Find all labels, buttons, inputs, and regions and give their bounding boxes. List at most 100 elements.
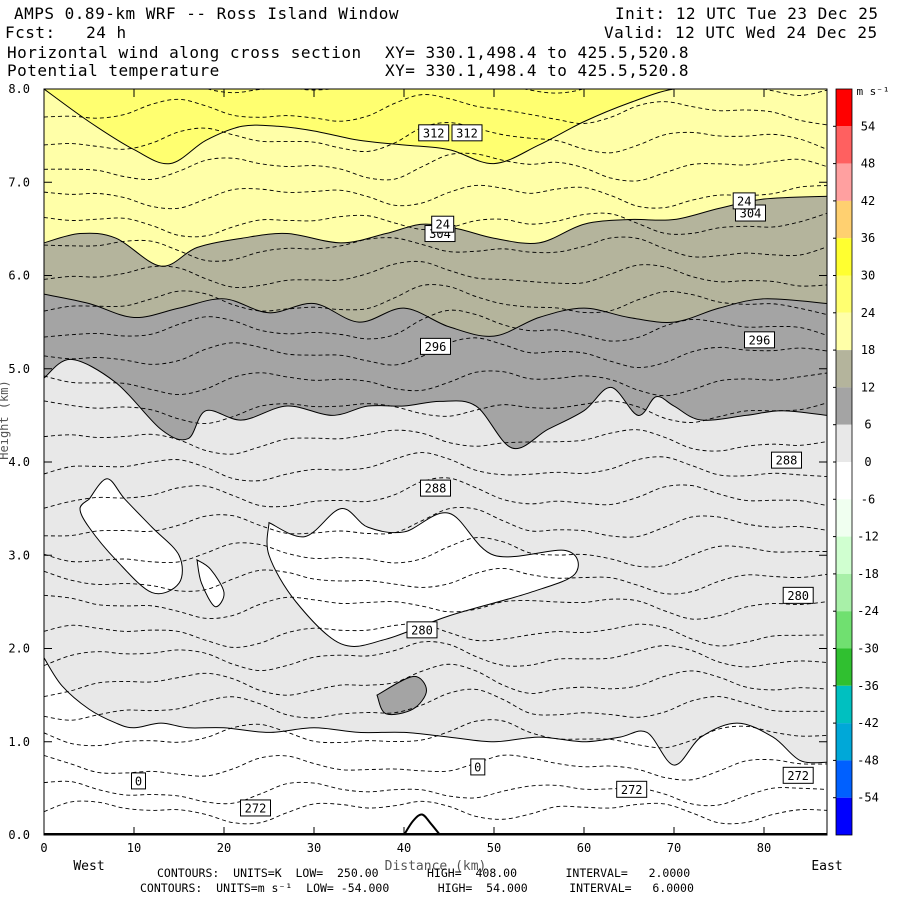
wind-band-24-30 (44, 89, 827, 267)
x-tick-label: 70 (667, 841, 681, 855)
colorbar-swatch (836, 611, 852, 649)
y-tick-label: 2.0 (8, 642, 30, 656)
x-tick-label: 50 (487, 841, 501, 855)
low-wind-pocket-west (79, 478, 183, 595)
theta-contour-label-box (744, 331, 775, 349)
footer-theta-contours: CONTOURS: UNITS=K LOW= 250.00 HIGH= 408.… (157, 866, 691, 880)
colorbar-swatch (836, 200, 852, 239)
init-time: Init: 12 UTC Tue 23 Dec 25 (615, 4, 879, 23)
y-tick-label: 3.0 (8, 548, 30, 562)
y-tick-label: 4.0 (8, 455, 30, 469)
theta-contour-label: 272 (245, 801, 267, 815)
theta-contour (44, 236, 827, 262)
x-tick-label: 60 (577, 841, 591, 855)
theta-contour (44, 641, 827, 671)
theta-contour-label-box (406, 621, 438, 639)
theta-contour-label: 296 (425, 340, 447, 354)
valid-time: Valid: 12 UTC Wed 24 Dec 25 (604, 23, 878, 42)
theta-contour (44, 400, 827, 425)
colorbar-swatch (836, 275, 852, 313)
wind-contour-label-box (431, 215, 455, 233)
theta-contour (44, 94, 827, 126)
theta-contour (44, 284, 827, 316)
forecast-hour: Fcst: 24 h (5, 23, 127, 42)
x-axis-west-label: West (73, 859, 104, 874)
theta-contour-label-box (771, 451, 802, 469)
axes: 0 10 20 30 40 50 60 70 800.01.02.03.04.05.06.07.… (0, 82, 843, 874)
wind-contour-label-box (131, 772, 146, 790)
low-wind-pocket-central (266, 508, 579, 647)
chart-title: AMPS 0.89-km WRF -- Ross Island Window (14, 4, 400, 23)
y-tick-label: 7.0 (8, 175, 30, 189)
field-name-wind: Horizontal wind along cross section (7, 43, 362, 62)
colorbar-level-label: 6 (864, 418, 871, 432)
theta-contour-label: 272 (787, 769, 809, 783)
x-tick-label: 80 (757, 841, 771, 855)
theta-contour (44, 688, 827, 721)
colorbar-level-label: -24 (857, 604, 879, 618)
theta-contour (44, 429, 827, 455)
theta-contour (44, 507, 827, 538)
x-tick-label: 30 (307, 841, 321, 855)
theta-contour (44, 477, 827, 509)
theta-contour (44, 719, 827, 749)
colorbar-level-label: 36 (861, 231, 875, 245)
theta-contour-label-box (420, 337, 451, 355)
field-name-theta: Potential temperature (7, 61, 220, 80)
theta-contour-label-box (240, 799, 271, 817)
colorbar-level-label: 30 (861, 269, 875, 283)
colorbar-swatch (836, 238, 852, 276)
theta-contour-label: 288 (776, 454, 798, 468)
colorbar-swatch (836, 350, 852, 388)
colorbar-level-label: 0 (864, 455, 871, 469)
x-tick-label: 20 (217, 841, 231, 855)
colorbar-swatch (836, 723, 852, 761)
plot-area (44, 89, 827, 835)
wind-pocket-12 (376, 675, 428, 716)
colorbar-level-label: -54 (857, 791, 879, 805)
theta-contour-label-box (418, 124, 450, 142)
footer-wind-contours: CONTOURS: UNITS=m s⁻¹ LOW= -54.000 HIGH=… (140, 881, 694, 895)
x-axis-east-label: East (811, 859, 842, 874)
y-axis-label: Height (km) (0, 380, 11, 459)
colorbar-level-label: 54 (861, 119, 875, 133)
theta-contour (44, 623, 827, 648)
colorbar-level-label: 24 (861, 306, 875, 320)
colorbar-swatch (836, 760, 852, 798)
wind-contour-label-box (470, 758, 486, 776)
theta-contour-label: 312 (456, 126, 478, 140)
theta-contour-label: 280 (411, 623, 433, 637)
colorbar-level-label: -48 (857, 753, 879, 767)
colorbar-level-label: 12 (861, 380, 875, 394)
theta-contour-label-box (420, 479, 451, 497)
colorbar-swatch (836, 685, 852, 724)
theta-contour (44, 754, 827, 781)
section-coords-1: XY= 330.1,498.4 to 425.5,520.8 (385, 43, 689, 62)
theta-contour-label: 288 (425, 482, 447, 496)
x-tick-label: 40 (397, 841, 411, 855)
section-coords-2: XY= 330.1,498.4 to 425.5,520.8 (385, 61, 689, 80)
y-tick-label: 5.0 (8, 362, 30, 376)
low-wind-pocket-small (196, 558, 225, 608)
theta-contour (44, 800, 827, 825)
theta-contour-label-box (782, 586, 814, 604)
colorbar-swatch (836, 573, 852, 612)
colorbar-units: m s⁻¹ (856, 85, 889, 98)
theta-contour (44, 122, 827, 154)
theta-contour-label: 272 (621, 783, 643, 797)
colorbar-level-label: -30 (857, 642, 879, 656)
colorbar-swatch (836, 462, 852, 500)
theta-contour (44, 663, 827, 698)
y-tick-label: 0.0 (8, 828, 30, 842)
colorbar-swatch (836, 536, 852, 574)
x-tick-label: 10 (127, 841, 141, 855)
y-tick-label: 8.0 (8, 82, 30, 96)
theta-contour (44, 537, 827, 568)
theta-contour (44, 780, 827, 807)
wind-contour-label-box (732, 192, 756, 210)
colorbar-swatch (836, 499, 852, 537)
wind-contour-label: 0 (474, 760, 481, 774)
wind-contour-label: 24 (435, 218, 449, 232)
